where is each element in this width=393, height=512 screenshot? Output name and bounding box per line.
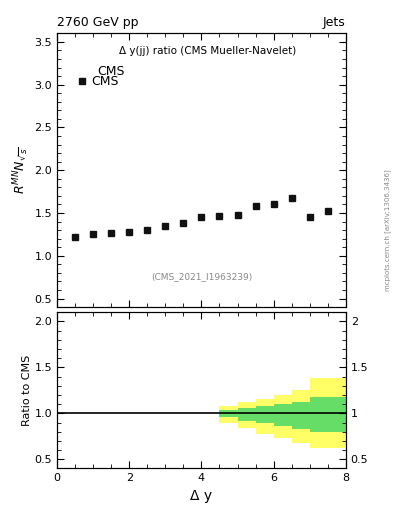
Legend: CMS: CMS bbox=[78, 75, 119, 88]
Text: mcplots.cern.ch [arXiv:1306.3436]: mcplots.cern.ch [arXiv:1306.3436] bbox=[384, 169, 391, 291]
Y-axis label: Ratio to CMS: Ratio to CMS bbox=[22, 355, 31, 426]
Y-axis label: $R^{MN}N_{\sqrt{s}}$: $R^{MN}N_{\sqrt{s}}$ bbox=[12, 146, 30, 194]
Text: (CMS_2021_I1963239): (CMS_2021_I1963239) bbox=[151, 272, 252, 282]
Text: Δ y(jj) ratio (CMS Mueller-Navelet): Δ y(jj) ratio (CMS Mueller-Navelet) bbox=[119, 46, 296, 56]
X-axis label: Δ y: Δ y bbox=[190, 489, 213, 503]
Text: CMS: CMS bbox=[97, 65, 125, 77]
Text: 2760 GeV pp: 2760 GeV pp bbox=[57, 16, 138, 29]
Text: Jets: Jets bbox=[323, 16, 346, 29]
